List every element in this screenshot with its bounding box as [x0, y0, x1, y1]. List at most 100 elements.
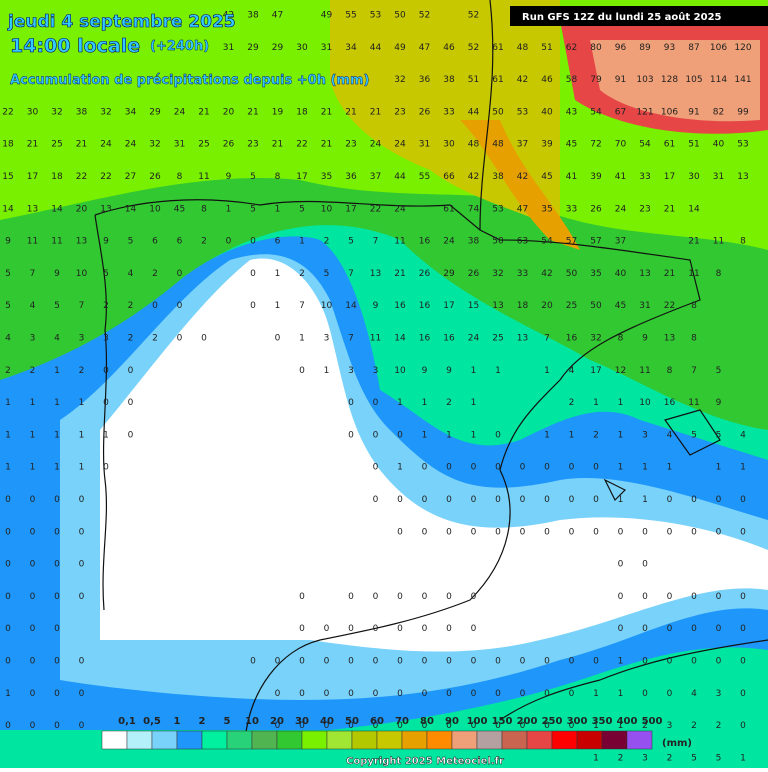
grid-value: 0 [422, 463, 428, 473]
grid-value: 17 [590, 366, 601, 376]
grid-value: 16 [394, 301, 406, 311]
grid-value: 5 [324, 269, 330, 279]
grid-value: 0 [79, 657, 85, 667]
legend-swatch [201, 730, 228, 750]
grid-value: 1 [422, 430, 428, 440]
grid-value: 9 [5, 237, 11, 247]
grid-value: 0 [250, 657, 256, 667]
grid-value: 0 [422, 657, 428, 667]
grid-value: 55 [345, 11, 356, 21]
legend-swatch [576, 730, 603, 750]
grid-value: 20 [541, 301, 553, 311]
grid-value: 14 [125, 204, 137, 214]
grid-value: 13 [370, 269, 381, 279]
grid-value: 11 [27, 237, 38, 247]
grid-value: 1 [299, 334, 305, 344]
grid-value: 0 [691, 592, 697, 602]
grid-value: 24 [394, 140, 406, 150]
grid-value: 0 [495, 721, 501, 731]
grid-value: 0 [740, 592, 746, 602]
grid-value: 0 [642, 689, 648, 699]
grid-value: 19 [272, 107, 284, 117]
grid-value: 79 [590, 75, 602, 85]
grid-value: 13 [639, 269, 650, 279]
grid-value: 53 [492, 204, 503, 214]
grid-value: 21 [664, 269, 675, 279]
grid-value: 3 [667, 721, 673, 731]
grid-value: 25 [198, 140, 209, 150]
grid-value: 2 [79, 366, 85, 376]
grid-value: 2 [103, 301, 109, 311]
grid-value: 53 [370, 11, 381, 21]
grid-value: 57 [566, 237, 577, 247]
grid-value: 62 [566, 43, 577, 53]
grid-value: 0 [128, 430, 134, 440]
legend-label: 100 [467, 716, 488, 727]
grid-value: 61 [492, 75, 503, 85]
grid-value: 0 [422, 721, 428, 731]
grid-value: 87 [688, 43, 699, 53]
grid-value: 0 [569, 721, 575, 731]
grid-value: 0 [520, 721, 526, 731]
grid-value: 7 [691, 366, 697, 376]
legend-swatch [226, 730, 253, 750]
grid-value: 4 [740, 430, 746, 440]
grid-value: 0 [79, 527, 85, 537]
grid-value: 0 [397, 495, 403, 505]
grid-value: 2 [324, 237, 330, 247]
legend-swatch [276, 730, 303, 750]
grid-value: 2 [30, 366, 36, 376]
grid-value: 0 [128, 398, 134, 408]
grid-value: 0 [324, 721, 330, 731]
grid-value: 11 [198, 172, 209, 182]
grid-value: 26 [590, 204, 602, 214]
grid-value: 0 [446, 721, 452, 731]
grid-value: 0 [495, 463, 501, 473]
grid-value: 0 [544, 689, 550, 699]
grid-value: 0 [373, 495, 379, 505]
grid-value: 3 [103, 334, 109, 344]
grid-value: 5 [5, 269, 11, 279]
grid-value: 3 [642, 753, 648, 763]
grid-value: 40 [713, 140, 725, 150]
grid-value: 18 [517, 301, 529, 311]
grid-value: 5 [299, 204, 305, 214]
grid-value: 10 [76, 269, 88, 279]
grid-value: 2 [716, 721, 722, 731]
grid-value: 0 [54, 657, 60, 667]
grid-value: 21 [664, 204, 675, 214]
grid-value: 0 [348, 398, 354, 408]
legend-label: 350 [592, 716, 613, 727]
grid-value: 1 [740, 753, 746, 763]
grid-value: 2 [128, 301, 134, 311]
grid-value: 0 [667, 527, 673, 537]
legend-swatch [176, 730, 203, 750]
coastlines [94, 0, 768, 741]
grid-value: 0 [348, 689, 354, 699]
grid-value: 0 [495, 657, 501, 667]
grid-value: 0 [593, 527, 599, 537]
grid-value: 10 [639, 398, 651, 408]
grid-value: 0 [667, 624, 673, 634]
grid-value: 1 [275, 204, 281, 214]
grid-value: 21 [76, 140, 87, 150]
grid-value: 34 [345, 43, 357, 53]
grid-value: 1 [593, 753, 599, 763]
grid-value: 31 [639, 301, 650, 311]
grid-value: 1 [446, 430, 452, 440]
grid-value: 1 [471, 398, 477, 408]
grid-value: 40 [541, 107, 553, 117]
grid-value: 26 [223, 140, 235, 150]
grid-value: 48 [492, 140, 504, 150]
legend-swatch [601, 730, 628, 750]
grid-value: 42 [541, 269, 552, 279]
grid-value: 8 [716, 269, 722, 279]
grid-value: 11 [713, 237, 724, 247]
grid-value: 0 [128, 366, 134, 376]
grid-value: 10 [321, 204, 333, 214]
grid-value: 2 [569, 398, 575, 408]
grid-value: 2 [446, 398, 452, 408]
grid-value: 0 [569, 689, 575, 699]
